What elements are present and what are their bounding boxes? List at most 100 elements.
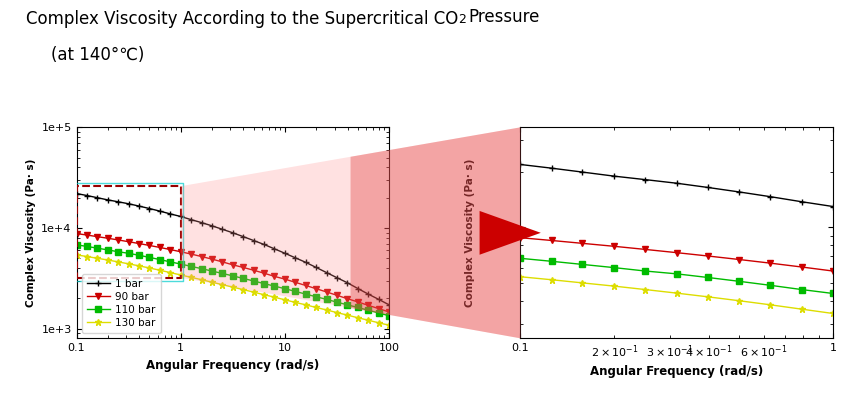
1 bar — [82, 193, 92, 198]
130 bar — [144, 265, 155, 270]
90 bar — [353, 300, 363, 304]
90 bar — [186, 252, 196, 256]
110 bar — [384, 313, 394, 318]
130 bar — [186, 275, 196, 280]
110 bar — [290, 289, 300, 294]
130 bar — [301, 302, 311, 307]
1 bar — [176, 214, 186, 219]
90 bar — [103, 236, 113, 241]
130 bar — [218, 282, 228, 287]
110 bar — [343, 302, 353, 307]
110 bar — [353, 305, 363, 310]
1 bar — [228, 230, 238, 235]
1 bar — [332, 275, 342, 280]
90 bar — [259, 271, 269, 275]
110 bar — [280, 286, 290, 291]
130 bar — [259, 292, 269, 297]
90 bar — [196, 254, 207, 259]
110 bar — [123, 251, 133, 256]
130 bar — [176, 273, 186, 277]
90 bar — [269, 274, 280, 279]
110 bar — [259, 281, 269, 286]
1 bar — [269, 246, 280, 251]
90 bar — [82, 233, 92, 238]
130 bar — [280, 297, 290, 302]
1 bar — [290, 256, 300, 260]
130 bar — [92, 256, 102, 261]
1 bar — [207, 223, 217, 228]
Text: Pressure: Pressure — [468, 8, 539, 26]
130 bar — [165, 270, 175, 275]
110 bar — [155, 257, 165, 262]
90 bar — [134, 241, 145, 246]
1 bar — [311, 265, 321, 270]
130 bar — [311, 305, 321, 310]
130 bar — [248, 290, 258, 295]
Text: Complex Viscosity According to the Supercritical CO: Complex Viscosity According to the Super… — [26, 10, 458, 28]
1 bar — [165, 211, 175, 216]
1 bar — [144, 206, 155, 211]
130 bar — [321, 308, 332, 312]
Y-axis label: Complex Viscosity (Pa· s): Complex Viscosity (Pa· s) — [465, 159, 475, 307]
90 bar — [301, 283, 311, 288]
110 bar — [269, 284, 280, 289]
110 bar — [207, 269, 217, 273]
90 bar — [332, 293, 342, 298]
110 bar — [103, 248, 113, 252]
110 bar — [196, 266, 207, 271]
90 bar — [155, 245, 165, 250]
130 bar — [155, 268, 165, 273]
90 bar — [321, 290, 332, 295]
130 bar — [207, 280, 217, 285]
1 bar — [301, 260, 311, 265]
90 bar — [92, 234, 102, 239]
90 bar — [207, 257, 217, 261]
Line: 130 bar: 130 bar — [73, 252, 393, 329]
110 bar — [144, 255, 155, 260]
110 bar — [374, 310, 384, 315]
Polygon shape — [479, 211, 541, 255]
90 bar — [248, 268, 258, 273]
90 bar — [165, 247, 175, 252]
110 bar — [186, 264, 196, 269]
1 bar — [363, 292, 373, 297]
110 bar — [82, 244, 92, 249]
130 bar — [196, 277, 207, 282]
Text: (at 140°℃): (at 140°℃) — [51, 46, 144, 64]
90 bar — [123, 239, 133, 244]
X-axis label: Angular Frequency (rad/s): Angular Frequency (rad/s) — [146, 359, 320, 372]
130 bar — [384, 323, 394, 328]
110 bar — [363, 308, 373, 313]
90 bar — [144, 243, 155, 248]
130 bar — [374, 320, 384, 325]
1 bar — [155, 209, 165, 213]
Line: 90 bar: 90 bar — [74, 231, 392, 315]
1 bar — [238, 234, 248, 239]
Text: 2: 2 — [459, 13, 467, 26]
1 bar — [374, 297, 384, 302]
130 bar — [332, 310, 342, 315]
110 bar — [176, 261, 186, 266]
130 bar — [113, 259, 123, 264]
1 bar — [123, 201, 133, 206]
90 bar — [113, 238, 123, 242]
110 bar — [228, 273, 238, 278]
Line: 1 bar: 1 bar — [74, 191, 392, 308]
90 bar — [384, 310, 394, 314]
90 bar — [311, 286, 321, 291]
110 bar — [218, 271, 228, 276]
Polygon shape — [350, 127, 520, 338]
110 bar — [301, 292, 311, 297]
1 bar — [343, 281, 353, 285]
90 bar — [374, 306, 384, 311]
90 bar — [71, 231, 82, 236]
1 bar — [280, 251, 290, 256]
110 bar — [113, 250, 123, 254]
110 bar — [92, 246, 102, 250]
130 bar — [238, 287, 248, 292]
90 bar — [363, 303, 373, 308]
110 bar — [165, 259, 175, 264]
90 bar — [290, 280, 300, 285]
130 bar — [103, 258, 113, 262]
90 bar — [218, 259, 228, 264]
